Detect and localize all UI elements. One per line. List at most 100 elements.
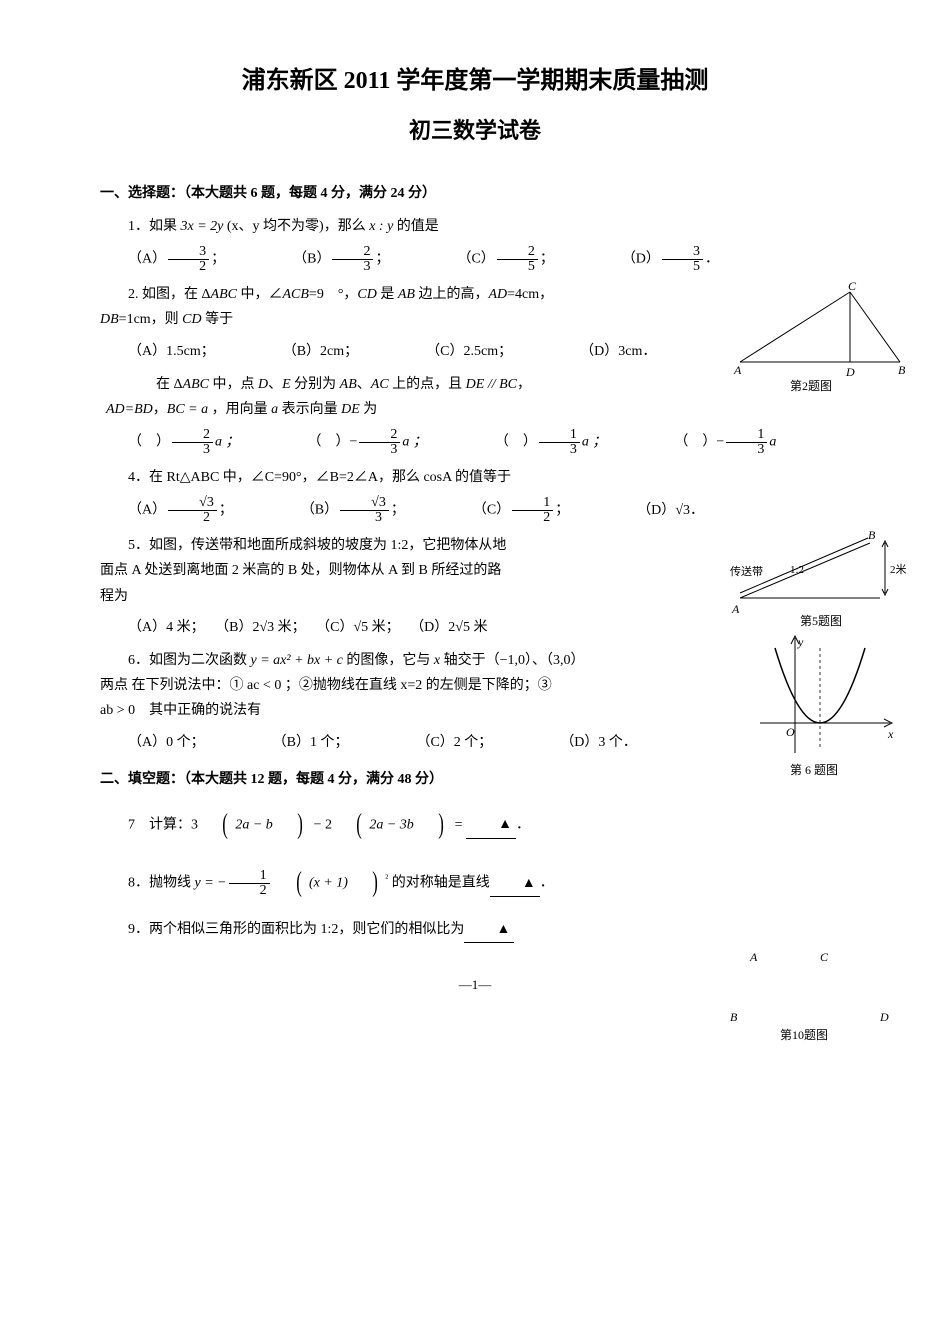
q2-s1d: 是 [377, 287, 398, 302]
q3-s2b: ，用向量 [208, 402, 271, 417]
q8-den: 2 [229, 884, 270, 898]
q2-acb: ACB [282, 287, 308, 302]
section1-heading: 一、选择题：（本大题共 6 题，每题 4 分，满分 24 分） [100, 181, 850, 206]
q3-b-num: 2 [359, 428, 400, 443]
q7-3: 3 [191, 817, 198, 832]
q2-opt-a: （A）1.5cm； [100, 339, 215, 364]
q1-a-tail: ； [211, 252, 225, 267]
q8-suffix: 的对称轴是直线 [388, 876, 490, 891]
q6-opt-b: （B）1 个； [245, 730, 349, 755]
q3-s1g: ， [517, 377, 531, 392]
q2-ab: AB [398, 287, 415, 302]
q3-a-num: 2 [172, 428, 213, 443]
q8-y: y = − [195, 876, 227, 891]
q7-rp2: ) [421, 800, 443, 850]
q3-s2c: 表示向量 [278, 402, 341, 417]
q4-c-den: 2 [512, 511, 553, 525]
q4-b-den: 3 [340, 511, 389, 525]
q2-s2a: =1cm，则 [119, 312, 183, 327]
q6-line3: ab > 0 其中正确的说法有 [100, 698, 850, 723]
q5-figure: A B 传送带 1:2 2米 第5题图 [730, 523, 910, 633]
q1-opt-c: （C）25； [429, 245, 553, 274]
q8: 8．抛物线 y = −12((x + 1))² 的对称轴是直线▲． [100, 858, 850, 908]
q3-de: DE // BC [466, 377, 517, 392]
q1-c-num: 2 [497, 245, 538, 260]
fig10-d: D [880, 1007, 889, 1029]
fig10-b: B [730, 1007, 737, 1029]
q4-stem: 4．在 Rt△ABC 中，∠C=90°，∠B=2∠A，那么 cosA 的值等于 [100, 465, 850, 490]
q3-b-den: 3 [359, 443, 400, 457]
q4-d-val: √3 [675, 503, 690, 518]
q1-b-den: 3 [332, 260, 373, 274]
q3-d: D [258, 377, 268, 392]
q4-opt-d: （D）√3． [609, 498, 704, 523]
q1-c-den: 5 [497, 260, 538, 274]
q6-l1b: 的图像，它与 [343, 653, 434, 668]
q3-d-tail: a [769, 435, 776, 450]
q4-a-tail: ； [219, 503, 233, 518]
q4-c-tail: ； [555, 503, 569, 518]
q4-a-num: √3 [168, 496, 217, 511]
q3-b-sign: − [350, 435, 358, 450]
q3-c-paren: （ ） [495, 435, 537, 450]
fig10-cap: 第10题图 [780, 1025, 828, 1047]
q2-s1b: 中，∠ [237, 287, 283, 302]
q7-rp1: ) [280, 800, 302, 850]
q1-stem: 1．如果 3x = 2y (x、y 均不为零)，那么 x : y 的值是 [100, 214, 850, 239]
q9-blank: ▲ [464, 917, 514, 943]
exam-title: 浦东新区 2011 学年度第一学期期末质量抽测 [100, 60, 850, 103]
q2-abc: ABC [211, 287, 237, 302]
q7: 7 计算：3(2a − b) − 2(2a − 3b) = ▲． [100, 800, 850, 850]
q1-d-tail: ． [705, 252, 719, 267]
q1-d-label: （D） [622, 252, 660, 267]
q6-opt-a: （A）0 个； [100, 730, 205, 755]
q1-suffix: 的值是 [393, 219, 439, 234]
q1-prefix: 1．如果 [128, 219, 181, 234]
q6-l1a: 6．如图为二次函数 [128, 653, 251, 668]
q5-opt-c: （C）√5 米； [316, 620, 393, 635]
q4-a-den: 2 [168, 511, 217, 525]
q8-prefix: 8．抛物线 [128, 876, 195, 891]
q3-d-num: 1 [726, 428, 767, 443]
q1-d-num: 3 [662, 245, 703, 260]
q4-b-label: （B） [301, 503, 338, 518]
q3-stem1: 在 ΔABC 中，点 D、E 分别为 AB、AC 上的点，且 DE // BC， [100, 372, 850, 397]
q5-fig-b: B [868, 525, 875, 547]
q6-options: （A）0 个； （B）1 个； （C）2 个； （D）3 个． [100, 730, 850, 755]
q7-p1: 2a − b [235, 817, 272, 832]
q6-figure: O x y 第 6 题图 [750, 628, 900, 788]
q6-fig-o: O [786, 722, 795, 744]
q3-s2d: 为 [360, 402, 378, 417]
q1-opt-a: （A）32； [100, 245, 225, 274]
q2-s1c: =9 °， [309, 287, 358, 302]
q2-s1a: 2. 如图，在 Δ [128, 287, 211, 302]
q2-cd: CD [357, 287, 376, 302]
q3-a-paren: （ ） [128, 435, 170, 450]
q7-eq: = [451, 817, 466, 832]
q2-opt-d: （D）3cm． [552, 339, 656, 364]
q3-opt-b: （ ）−23a ； [280, 428, 427, 457]
q1-options: （A）32； （B）23； （C）25； （D）35． [100, 245, 850, 274]
q4-c-label: （C） [473, 503, 510, 518]
q3-s1e: 、 [357, 377, 371, 392]
q1-b-label: （B） [293, 252, 330, 267]
q3-bceq: BC = a [167, 402, 208, 417]
q4-opt-a: （A）√32； [100, 496, 233, 525]
q7-blank: ▲ [466, 812, 516, 838]
q4-opt-c: （C）12； [445, 496, 569, 525]
q1-c-tail: ； [540, 252, 554, 267]
q5-fig-belt: 传送带 [730, 563, 763, 583]
q3-s1b: 中，点 [209, 377, 258, 392]
q4-b-rad: 3 [379, 495, 386, 510]
q7-p2: 2a − 3b [369, 817, 413, 832]
q3-s1c: 、 [268, 377, 282, 392]
section2-heading: 二、填空题：（本大题共 12 题，每题 4 分，满分 48 分） [100, 767, 850, 792]
q3-opt-d: （ ）−13a [646, 428, 776, 457]
q6-l1c: 轴交于（−1,0）、（3,0） [440, 653, 584, 668]
q6-fig-cap: 第 6 题图 [790, 760, 838, 782]
fig10: A C B D 第10题图 [730, 947, 910, 1047]
fig10-a: A [750, 947, 757, 969]
q7-lp2: ( [339, 800, 361, 850]
q4-a-rad: 3 [207, 495, 214, 510]
q4-options: （A）√32； （B）√33； （C）12； （D）√3． [100, 496, 850, 525]
